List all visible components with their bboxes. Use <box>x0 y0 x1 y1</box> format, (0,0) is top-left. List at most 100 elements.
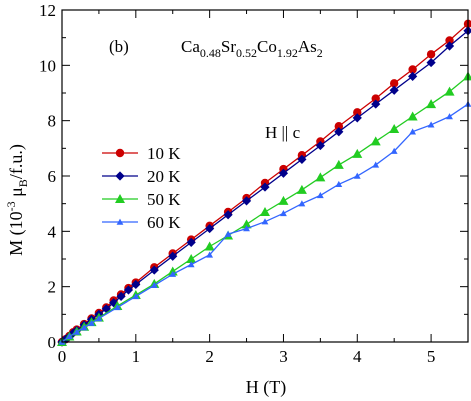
data-point <box>408 65 417 74</box>
data-point <box>169 270 177 277</box>
legend-entry: 50 K <box>102 190 181 209</box>
data-point <box>88 319 95 326</box>
series-layer <box>57 19 471 347</box>
data-point <box>352 148 363 158</box>
data-point <box>241 219 252 229</box>
data-point <box>168 251 178 261</box>
data-point <box>426 50 436 59</box>
data-point <box>352 113 362 123</box>
x-tick-label: 4 <box>353 347 362 366</box>
data-point <box>316 191 324 199</box>
legend-label: 60 K <box>147 213 181 232</box>
data-point <box>150 281 158 289</box>
data-point <box>296 184 307 194</box>
data-point <box>298 200 306 207</box>
data-point <box>260 206 270 216</box>
data-point <box>261 218 269 225</box>
data-point <box>260 182 270 192</box>
panel-label: (b) <box>109 37 129 56</box>
x-tick-label: 5 <box>427 347 436 366</box>
x-tick-label: 1 <box>132 347 141 366</box>
data-point <box>463 26 471 36</box>
data-point <box>101 304 111 314</box>
data-point <box>223 210 233 220</box>
legend-marker <box>116 218 124 225</box>
data-point <box>109 298 119 308</box>
legend-entry: 20 K <box>102 167 181 186</box>
legend: 10 K 20 K 50 K 60 K <box>102 144 181 232</box>
data-point <box>186 237 196 247</box>
y-tick-label: 8 <box>48 112 57 131</box>
legend-entry: 60 K <box>102 213 181 232</box>
data-point <box>280 209 287 217</box>
data-point <box>371 99 381 109</box>
y-axis-label: M (10-3 μB/f.u.) <box>4 144 30 256</box>
y-tick-label: 12 <box>39 1 56 20</box>
data-point <box>389 123 400 133</box>
data-point <box>123 285 134 295</box>
x-tick-label: 0 <box>58 347 67 366</box>
data-point <box>206 251 214 258</box>
legend-label: 10 K <box>147 144 181 163</box>
plot-frame <box>61 9 469 343</box>
data-point <box>315 140 325 151</box>
data-point <box>370 136 381 146</box>
x-tick-label: 3 <box>279 347 288 366</box>
data-point <box>334 122 344 131</box>
data-point <box>353 172 361 179</box>
legend-marker <box>115 148 125 158</box>
data-point <box>241 196 252 206</box>
data-point <box>335 180 343 188</box>
chart-title: Ca0.48Sr0.52Co1.92As2 <box>181 37 323 60</box>
y-tick-label: 10 <box>39 56 56 75</box>
data-point <box>407 111 418 121</box>
legend-label: 20 K <box>147 167 181 186</box>
data-point <box>80 324 88 331</box>
data-point <box>204 241 215 251</box>
data-point <box>95 315 103 322</box>
data-point <box>390 147 398 154</box>
data-point <box>353 108 362 117</box>
x-tick-label: 2 <box>205 347 214 366</box>
data-point <box>463 71 471 81</box>
legend-label: 50 K <box>147 190 181 209</box>
data-point <box>73 328 81 335</box>
data-point <box>116 291 126 301</box>
series-2 <box>57 71 471 346</box>
field-annotation: H || c <box>265 123 301 142</box>
legend-marker <box>115 194 125 203</box>
data-point <box>445 36 454 45</box>
data-point <box>113 304 121 311</box>
data-point <box>278 195 289 205</box>
y-tick-label: 6 <box>48 167 57 186</box>
data-point <box>371 94 380 103</box>
data-point <box>243 225 250 232</box>
data-point <box>131 279 141 290</box>
y-tick-label: 2 <box>48 278 57 297</box>
legend-entry: 10 K <box>102 144 181 163</box>
data-point <box>389 79 399 88</box>
y-tick-label: 4 <box>48 222 57 241</box>
data-point <box>315 172 326 182</box>
data-point <box>426 99 437 109</box>
data-point <box>334 127 344 137</box>
x-axis-label: H (T) <box>246 377 286 398</box>
data-point <box>224 230 232 237</box>
legend-marker <box>115 171 125 181</box>
data-point <box>205 223 215 234</box>
series-1 <box>57 26 471 347</box>
data-point <box>408 71 418 81</box>
data-point <box>132 292 140 300</box>
data-point <box>426 57 436 68</box>
data-point <box>409 128 417 135</box>
data-point <box>297 154 307 164</box>
series-3 <box>58 100 471 345</box>
y-tick-label: 0 <box>48 333 57 352</box>
data-point <box>427 121 435 128</box>
data-point <box>187 261 195 268</box>
data-point <box>278 168 289 178</box>
data-point <box>372 161 380 168</box>
data-point <box>389 85 399 95</box>
